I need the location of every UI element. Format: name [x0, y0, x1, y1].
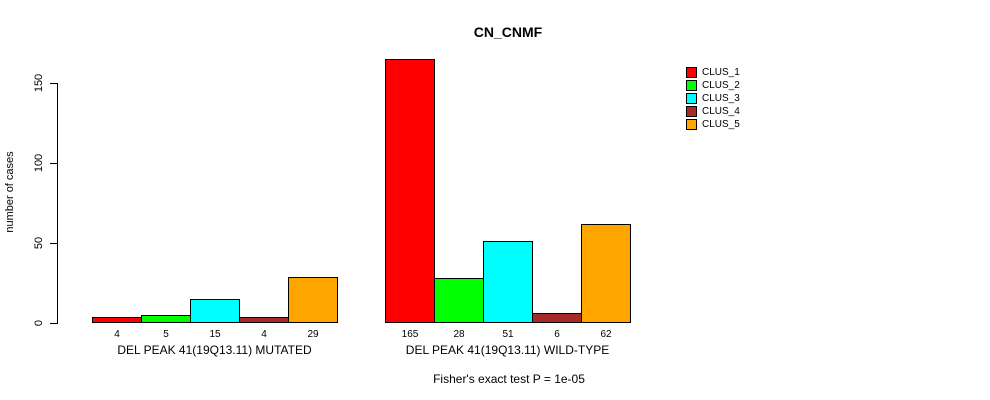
legend-item-clus_4: CLUS_4 — [686, 105, 740, 118]
y-tick-mark — [50, 323, 57, 324]
category-label: DEL PEAK 41(19Q13.11) MUTATED — [117, 343, 312, 357]
legend-label: CLUS_5 — [702, 119, 740, 130]
bar-value-label: 15 — [209, 329, 221, 340]
legend-label: CLUS_1 — [702, 67, 740, 78]
y-tick-label: 0 — [33, 319, 45, 327]
y-tick-mark — [50, 243, 57, 244]
legend-label: CLUS_4 — [702, 106, 740, 117]
bar-clus_1-group1 — [92, 316, 142, 323]
legend: CLUS_1 CLUS_2 CLUS_3 CLUS_4 CLUS_5 — [686, 66, 740, 131]
legend-label: CLUS_2 — [702, 80, 740, 91]
legend-item-clus_3: CLUS_3 — [686, 92, 740, 105]
bar-clus_5-group2 — [581, 223, 631, 323]
bar-clus_4-group1 — [239, 316, 289, 323]
bar-clus_5-group1 — [288, 276, 338, 323]
category-label: DEL PEAK 41(19Q13.11) WILD-TYPE — [405, 343, 610, 357]
y-tick-label: 50 — [33, 236, 45, 250]
bar-value-label: 62 — [600, 329, 612, 340]
legend-item-clus_5: CLUS_5 — [686, 118, 740, 131]
y-axis-line — [57, 83, 58, 324]
y-axis-title: number of cases — [4, 151, 16, 233]
bar-value-label: 28 — [453, 329, 465, 340]
y-tick-mark — [50, 163, 57, 164]
y-tick-mark — [50, 83, 57, 84]
chart-title: CN_CNMF — [473, 24, 543, 40]
bar-value-label: 4 — [261, 329, 267, 340]
bar-clus_2-group1 — [141, 315, 191, 323]
bar-clus_3-group2 — [483, 241, 533, 323]
bar-clus_4-group2 — [532, 313, 582, 323]
bar-value-label: 51 — [502, 329, 514, 340]
legend-swatch-icon — [686, 119, 697, 130]
legend-swatch-icon — [686, 80, 697, 91]
legend-label: CLUS_3 — [702, 93, 740, 104]
bar-value-label: 5 — [163, 329, 169, 340]
fisher-test-annotation: Fisher's exact test P = 1e-05 — [433, 372, 585, 386]
bar-clus_1-group2 — [385, 59, 435, 323]
legend-swatch-icon — [686, 106, 697, 117]
y-tick-label: 100 — [33, 153, 45, 173]
bar-value-label: 29 — [307, 329, 319, 340]
bar-value-label: 165 — [401, 329, 419, 340]
bar-value-label: 6 — [554, 329, 560, 340]
legend-swatch-icon — [686, 67, 697, 78]
legend-item-clus_1: CLUS_1 — [686, 66, 740, 79]
bar-clus_2-group2 — [434, 278, 484, 323]
legend-item-clus_2: CLUS_2 — [686, 79, 740, 92]
bar-value-label: 4 — [114, 329, 120, 340]
bar-clus_3-group1 — [190, 299, 240, 323]
legend-swatch-icon — [686, 93, 697, 104]
y-tick-label: 150 — [33, 73, 45, 93]
